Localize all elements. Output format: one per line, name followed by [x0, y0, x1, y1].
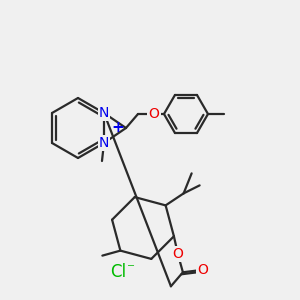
Text: +: + [112, 119, 124, 134]
Text: ⁻: ⁻ [127, 262, 135, 277]
Text: O: O [148, 107, 159, 121]
Text: Cl: Cl [110, 263, 126, 281]
Text: O: O [197, 263, 208, 277]
Text: O: O [172, 247, 183, 261]
Text: N: N [99, 106, 109, 120]
Text: N: N [99, 136, 109, 150]
